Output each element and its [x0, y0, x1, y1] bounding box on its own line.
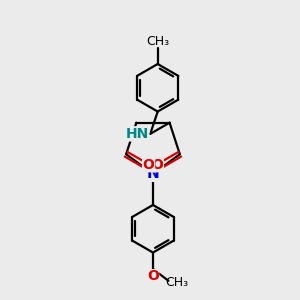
Text: HN: HN: [125, 127, 149, 141]
Text: CH₃: CH₃: [146, 34, 169, 48]
Text: CH₃: CH₃: [165, 276, 188, 289]
Text: O: O: [143, 158, 154, 172]
Text: N: N: [147, 166, 159, 181]
Text: O: O: [147, 269, 159, 284]
Text: O: O: [152, 158, 163, 172]
